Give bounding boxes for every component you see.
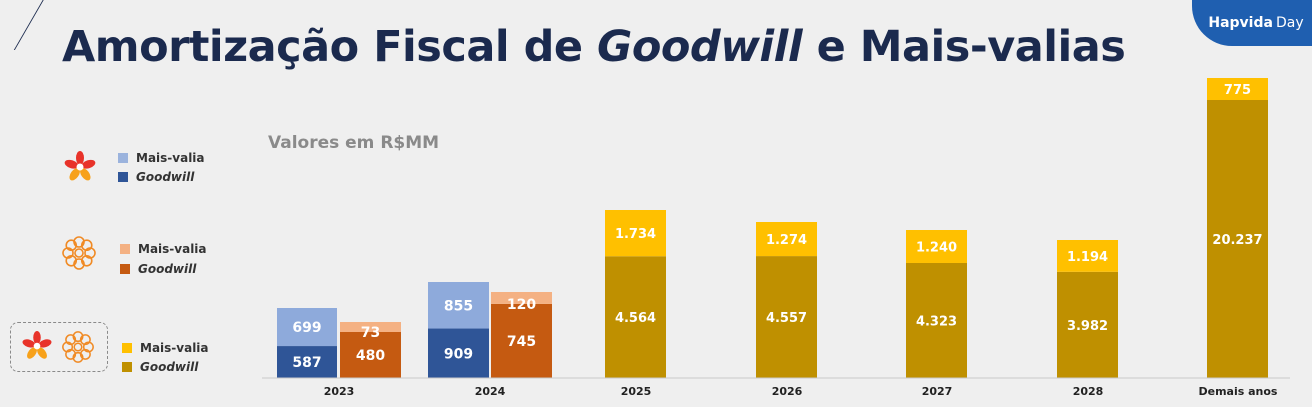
mais-valia-value-label: 73 — [361, 325, 380, 341]
bar-mais-valia-segment — [340, 322, 401, 332]
bar-mais-valia-segment — [1207, 78, 1268, 100]
legend-item-combined-mais-valia: Mais-valia — [122, 341, 209, 355]
goodwill-value-label: 480 — [356, 348, 385, 364]
goodwill-value-label: 909 — [444, 346, 473, 362]
legend-item-hapvida-goodwill: Goodwill — [118, 170, 194, 184]
bar-goodwill-segment — [1057, 271, 1118, 378]
goodwill-value-label: 4.323 — [916, 314, 957, 329]
goodwill-value-label: 3.982 — [1067, 319, 1108, 334]
bar-goodwill-segment — [340, 332, 401, 378]
legend-swatch — [122, 362, 132, 372]
bar-goodwill-segment — [428, 328, 489, 378]
legend-item-notredame-goodwill: Goodwill — [120, 262, 196, 276]
mais-valia-value-label: 855 — [444, 298, 473, 314]
bar-goodwill-segment — [906, 262, 967, 378]
bar-goodwill-segment — [756, 256, 817, 378]
legend-swatch — [120, 264, 130, 274]
goodwill-value-label: 4.564 — [615, 311, 656, 326]
title-part2: e Mais-valias — [802, 22, 1126, 72]
mais-valia-value-label: 1.734 — [615, 227, 656, 242]
legend-item-notredame-mais-valia: Mais-valia — [120, 242, 207, 256]
notredame-mandala-icon — [62, 236, 96, 270]
brand-badge: Hapvida Day — [1192, 0, 1312, 46]
x-tick-label: 2026 — [772, 385, 803, 398]
legend-label: Goodwill — [136, 170, 195, 184]
bar-mais-valia-segment — [491, 292, 552, 304]
x-tick-label: 2023 — [324, 385, 355, 398]
bar-mais-valia-segment — [277, 308, 337, 347]
bar-goodwill-segment — [605, 256, 666, 378]
legend-item-hapvida-mais-valia: Mais-valia — [118, 151, 205, 165]
x-tick-label: 2027 — [922, 385, 953, 398]
legend-swatch — [118, 172, 128, 182]
legend-swatch — [122, 343, 132, 353]
x-tick-label: 2028 — [1073, 385, 1104, 398]
notredame-mandala-icon — [62, 331, 94, 363]
mais-valia-value-label: 775 — [1224, 83, 1251, 98]
bar-mais-valia-segment — [428, 282, 489, 329]
brand-suffix: Day — [1275, 15, 1304, 31]
goodwill-value-label: 587 — [292, 355, 321, 371]
mais-valia-value-label: 1.274 — [766, 233, 807, 248]
title-part1: Amortização Fiscal de — [62, 22, 598, 72]
hapvida-flower-icon — [64, 151, 96, 181]
mais-valia-value-label: 1.240 — [916, 240, 957, 255]
legend-label: Goodwill — [138, 262, 197, 276]
mais-valia-value-label: 120 — [507, 297, 536, 313]
title-italic: Goodwill — [597, 22, 803, 72]
legend-item-combined-goodwill: Goodwill — [122, 360, 198, 374]
x-tick-label: 2024 — [475, 385, 506, 398]
legend-swatch — [118, 153, 128, 163]
combined-icons-box — [10, 322, 108, 372]
goodwill-value-label: 20.237 — [1212, 233, 1262, 248]
brand-name: Hapvida — [1208, 15, 1273, 31]
bar-goodwill-segment — [491, 303, 552, 378]
x-tick-label: Demais anos — [1199, 385, 1278, 398]
bar-mais-valia-segment — [756, 222, 817, 257]
legend-label: Mais-valia — [138, 242, 207, 256]
legend-label: Mais-valia — [140, 341, 209, 355]
legend-swatch — [120, 244, 130, 254]
bar-mais-valia-segment — [906, 230, 967, 263]
legend-label: Goodwill — [140, 360, 199, 374]
legend-label: Mais-valia — [136, 151, 205, 165]
bar-goodwill-segment — [1207, 100, 1268, 378]
hapvida-flower-icon — [22, 330, 52, 359]
goodwill-value-label: 745 — [507, 334, 536, 350]
page-title: Amortização Fiscal de Goodwill e Mais-va… — [62, 22, 1126, 72]
bar-goodwill-segment — [277, 346, 337, 378]
mais-valia-value-label: 1.194 — [1067, 250, 1108, 265]
mais-valia-value-label: 699 — [292, 320, 321, 336]
chart-subtitle: Valores em R$MM — [268, 133, 440, 153]
goodwill-value-label: 4.557 — [766, 311, 807, 326]
bar-mais-valia-segment — [605, 210, 666, 257]
x-tick-label: 2025 — [621, 385, 652, 398]
bar-mais-valia-segment — [1057, 240, 1118, 272]
